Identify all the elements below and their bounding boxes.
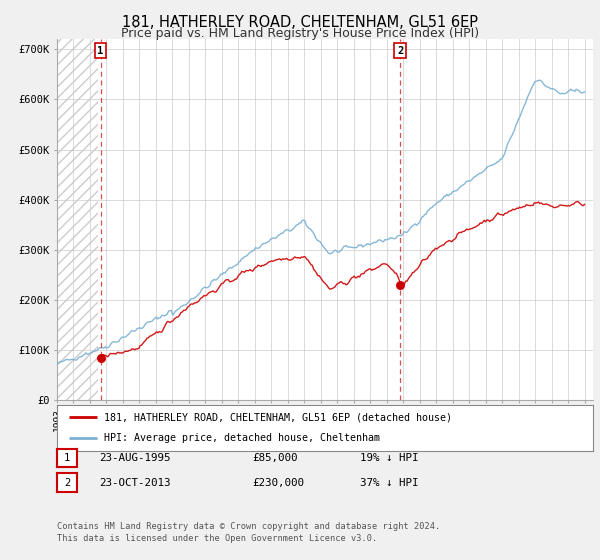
Text: 1: 1 bbox=[64, 453, 70, 463]
Text: This data is licensed under the Open Government Licence v3.0.: This data is licensed under the Open Gov… bbox=[57, 534, 377, 543]
Text: 2: 2 bbox=[64, 478, 70, 488]
Bar bbox=[57, 39, 98, 400]
Text: Price paid vs. HM Land Registry's House Price Index (HPI): Price paid vs. HM Land Registry's House … bbox=[121, 27, 479, 40]
Text: £230,000: £230,000 bbox=[252, 478, 304, 488]
Text: 2: 2 bbox=[397, 46, 403, 56]
Text: Contains HM Land Registry data © Crown copyright and database right 2024.: Contains HM Land Registry data © Crown c… bbox=[57, 522, 440, 531]
Text: 19% ↓ HPI: 19% ↓ HPI bbox=[360, 453, 419, 463]
Text: 37% ↓ HPI: 37% ↓ HPI bbox=[360, 478, 419, 488]
Text: 23-OCT-2013: 23-OCT-2013 bbox=[99, 478, 170, 488]
Text: HPI: Average price, detached house, Cheltenham: HPI: Average price, detached house, Chel… bbox=[104, 433, 380, 444]
Text: 181, HATHERLEY ROAD, CHELTENHAM, GL51 6EP: 181, HATHERLEY ROAD, CHELTENHAM, GL51 6E… bbox=[122, 15, 478, 30]
Text: 181, HATHERLEY ROAD, CHELTENHAM, GL51 6EP (detached house): 181, HATHERLEY ROAD, CHELTENHAM, GL51 6E… bbox=[104, 412, 452, 422]
Text: 1: 1 bbox=[97, 46, 104, 56]
Text: 23-AUG-1995: 23-AUG-1995 bbox=[99, 453, 170, 463]
Text: £85,000: £85,000 bbox=[252, 453, 298, 463]
